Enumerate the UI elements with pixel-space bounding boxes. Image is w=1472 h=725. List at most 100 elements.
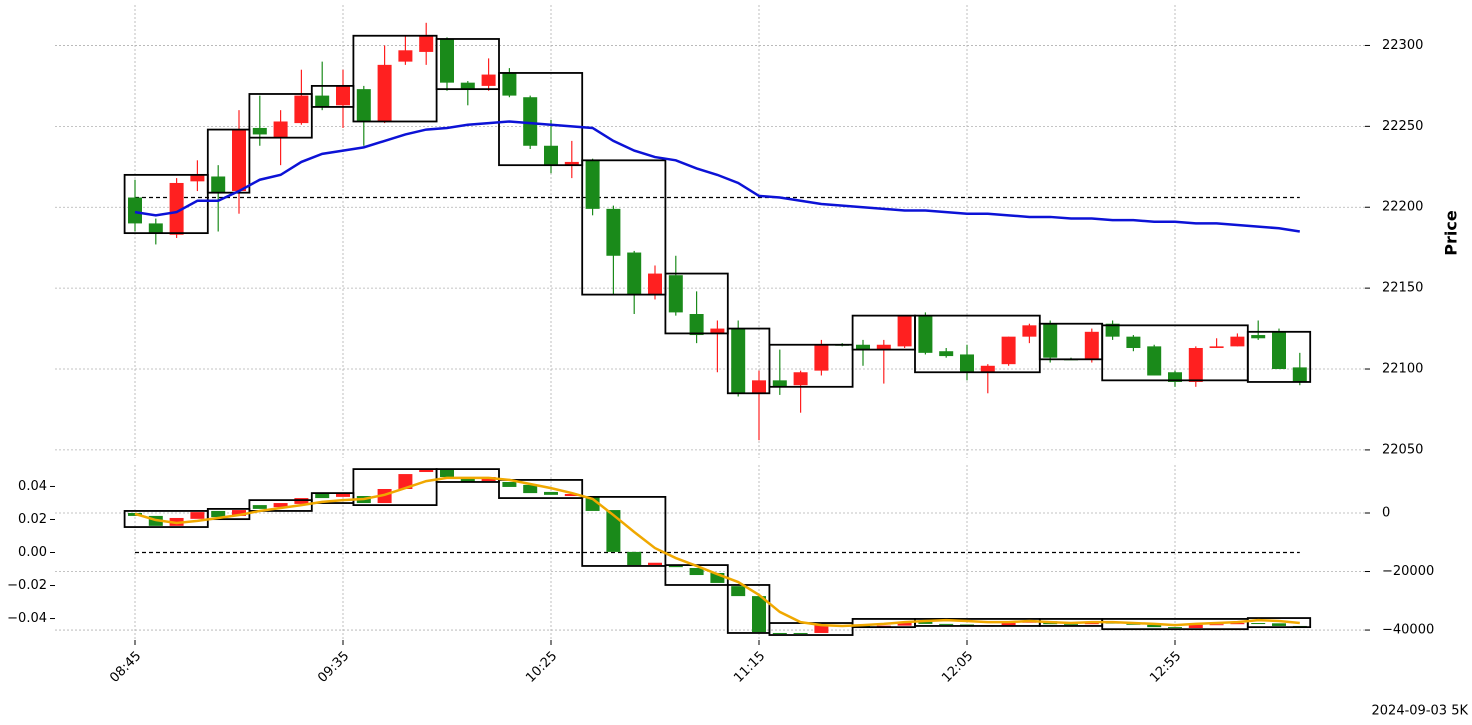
indicator-line bbox=[134, 120, 1300, 233]
candle-body bbox=[1292, 367, 1307, 382]
candle-body bbox=[273, 503, 288, 508]
candle-body bbox=[1209, 346, 1224, 348]
candle-body bbox=[1230, 336, 1245, 347]
x-tick-label: 09:35 bbox=[315, 649, 352, 686]
candle-body bbox=[918, 315, 933, 353]
candle-body bbox=[897, 315, 912, 347]
range-box bbox=[1246, 330, 1312, 383]
y-tick-label: 0.04 bbox=[18, 479, 47, 494]
candle-body bbox=[897, 621, 912, 626]
candle-body bbox=[627, 252, 642, 295]
candle-body bbox=[752, 596, 766, 633]
candle-body bbox=[856, 344, 870, 350]
range-box bbox=[768, 343, 854, 388]
candle-body bbox=[1168, 372, 1182, 382]
candle-body bbox=[606, 510, 621, 552]
candle-body bbox=[481, 74, 496, 86]
candle-body bbox=[564, 493, 579, 497]
x-tick-label: 10:25 bbox=[523, 649, 560, 686]
candle-body bbox=[1272, 623, 1286, 626]
candle-body bbox=[190, 174, 205, 182]
candle-body bbox=[128, 197, 142, 224]
candle-body bbox=[710, 572, 725, 583]
range-box bbox=[664, 272, 729, 335]
candle-body bbox=[356, 89, 371, 122]
range-box bbox=[123, 173, 209, 235]
candle-body bbox=[814, 625, 829, 633]
candle-body bbox=[980, 365, 995, 373]
candle-body bbox=[336, 493, 350, 497]
candle-body bbox=[523, 484, 538, 494]
y-tick-label: 22200 bbox=[1382, 200, 1423, 215]
candle-body bbox=[918, 621, 933, 624]
candle-body bbox=[440, 38, 454, 83]
candle-body bbox=[1064, 624, 1078, 626]
candle-body bbox=[689, 314, 704, 336]
candle-body bbox=[1168, 627, 1182, 629]
candle-body bbox=[232, 510, 246, 516]
range-box bbox=[248, 499, 313, 512]
candle-body bbox=[731, 586, 746, 597]
y-tick-label: 22300 bbox=[1382, 38, 1423, 53]
candle-body bbox=[460, 82, 475, 90]
candle-body bbox=[793, 632, 808, 634]
y2-tick-label: −40000 bbox=[1382, 623, 1434, 638]
x-tick-label: 11:15 bbox=[731, 649, 768, 686]
candle-body bbox=[648, 562, 662, 566]
candle-body bbox=[1251, 623, 1266, 625]
y-tick-label: −0.04 bbox=[7, 611, 47, 626]
candle-body bbox=[315, 493, 330, 499]
candle-body bbox=[752, 380, 766, 394]
candle-body bbox=[502, 72, 517, 96]
candle-body bbox=[1001, 336, 1016, 365]
candle-body bbox=[1230, 623, 1245, 625]
candle-body bbox=[793, 372, 808, 386]
candle-body bbox=[1126, 336, 1141, 348]
candle-body bbox=[1022, 325, 1037, 337]
candle-body bbox=[1084, 331, 1099, 360]
range-box bbox=[726, 584, 771, 634]
y-axis-label: Price bbox=[1442, 210, 1461, 256]
candle-body bbox=[336, 85, 350, 106]
candle-body bbox=[1043, 323, 1058, 358]
candle-body bbox=[668, 275, 683, 313]
candle-body bbox=[731, 328, 746, 394]
x-tick-label: 12:55 bbox=[1147, 649, 1184, 686]
y-tick-label: 22250 bbox=[1382, 119, 1423, 134]
candle-body bbox=[377, 64, 392, 122]
candle-body bbox=[606, 208, 621, 256]
candle-body bbox=[460, 477, 475, 482]
candle-body bbox=[148, 223, 163, 234]
candle-body bbox=[939, 351, 954, 357]
candle-body bbox=[273, 121, 288, 138]
candle-body bbox=[689, 568, 704, 576]
indicator-line bbox=[134, 476, 1300, 628]
candle-body bbox=[169, 182, 184, 235]
range-box bbox=[248, 93, 313, 139]
range-box bbox=[914, 314, 1041, 374]
x-tick-label: 12:05 bbox=[939, 649, 976, 686]
candle-body bbox=[523, 97, 538, 146]
y-tick-label: 22150 bbox=[1382, 281, 1423, 296]
y2-tick-label: −20000 bbox=[1382, 564, 1434, 579]
candle-body bbox=[419, 35, 434, 52]
candle-body bbox=[1105, 323, 1120, 337]
footnote: 2024-09-03 5K bbox=[1372, 704, 1469, 719]
candle-body bbox=[960, 354, 974, 373]
candle-body bbox=[252, 505, 267, 509]
x-tick-label: 08:45 bbox=[107, 649, 144, 686]
candle-body bbox=[668, 565, 683, 568]
candle-body bbox=[419, 469, 434, 473]
candle-body bbox=[814, 344, 829, 371]
range-box bbox=[352, 468, 438, 506]
candle-body bbox=[772, 380, 787, 387]
candle-body bbox=[939, 623, 954, 625]
candle-body bbox=[440, 469, 454, 477]
candle-body bbox=[772, 632, 787, 635]
candle-body bbox=[1147, 346, 1162, 376]
y-tick-label: 22100 bbox=[1382, 362, 1423, 377]
y-tick-label: −0.02 bbox=[7, 578, 47, 593]
candle-body bbox=[398, 50, 413, 62]
candle-body bbox=[710, 328, 725, 334]
